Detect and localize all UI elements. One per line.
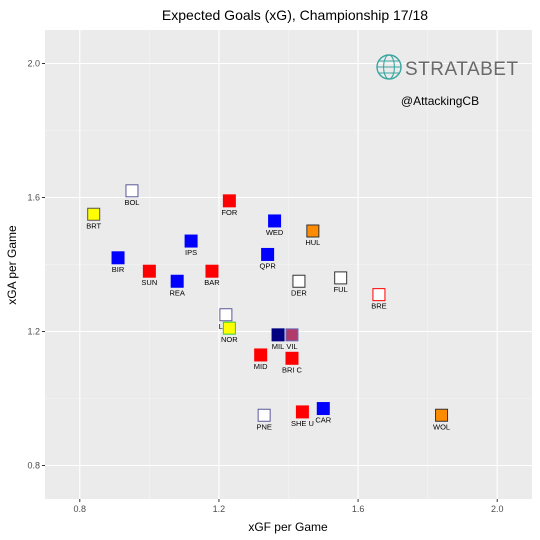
point-qpr bbox=[261, 247, 275, 261]
point-label-nor: NOR bbox=[221, 335, 238, 344]
point-rea bbox=[170, 274, 184, 288]
point-hul bbox=[306, 224, 320, 238]
point-label-bri-c: BRI C bbox=[282, 365, 303, 374]
grid-lines bbox=[45, 30, 532, 499]
x-tick-label-3: 2.0 bbox=[491, 504, 504, 514]
point-for bbox=[222, 194, 236, 208]
y-axis-title: xGA per Game bbox=[5, 225, 19, 305]
brand-logo: STRATABET bbox=[376, 54, 519, 80]
y-tick-label-3: 2.0 bbox=[27, 59, 40, 69]
point-label-der: DER bbox=[291, 288, 307, 297]
point-wed bbox=[268, 214, 282, 228]
point-ips bbox=[184, 234, 198, 248]
point-label-qpr: QPR bbox=[259, 261, 276, 270]
point-wol bbox=[435, 408, 449, 422]
point-mil bbox=[271, 328, 285, 342]
point-ful bbox=[334, 271, 348, 285]
point-label-pne: PNE bbox=[256, 422, 271, 431]
point-label-bar: BAR bbox=[204, 278, 220, 287]
point-label-she-u: SHE U bbox=[291, 419, 314, 428]
point-label-sun: SUN bbox=[141, 278, 157, 287]
point-vil bbox=[285, 328, 299, 342]
y-tick-label-1: 1.2 bbox=[27, 327, 40, 337]
point-label-vil: VIL bbox=[286, 342, 297, 351]
point-label-brt: BRT bbox=[86, 221, 101, 230]
point-label-rea: REA bbox=[169, 288, 184, 297]
point-bar bbox=[205, 264, 219, 278]
chart-title: Expected Goals (xG), Championship 17/18 bbox=[162, 7, 428, 23]
point-label-mid: MID bbox=[254, 362, 268, 371]
x-tick-label-0: 0.8 bbox=[74, 504, 87, 514]
point-label-for: FOR bbox=[221, 208, 237, 217]
x-axis-title: xGF per Game bbox=[248, 520, 328, 534]
point-label-hul: HUL bbox=[305, 238, 320, 247]
y-tick-label-0: 0.8 bbox=[27, 461, 40, 471]
point-label-ful: FUL bbox=[334, 285, 348, 294]
point-label-car: CAR bbox=[315, 416, 331, 425]
point-der bbox=[292, 274, 306, 288]
credit-handle: @AttackingCB bbox=[401, 94, 479, 108]
x-tick-label-2: 1.6 bbox=[352, 504, 365, 514]
point-label-wed: WED bbox=[266, 228, 284, 237]
point-label-bre: BRE bbox=[371, 302, 386, 311]
x-axis-ticks: 0.8 1.2 1.6 2.0 bbox=[74, 499, 504, 514]
y-axis-ticks: 0.8 1.2 1.6 2.0 bbox=[27, 59, 45, 471]
point-sun bbox=[142, 264, 156, 278]
globe-icon bbox=[376, 54, 402, 80]
point-mid bbox=[254, 348, 268, 362]
point-label-wol: WOL bbox=[433, 422, 450, 431]
brand-name: STRATABET bbox=[405, 59, 519, 80]
point-pne bbox=[257, 408, 271, 422]
point-she-u bbox=[295, 405, 309, 419]
y-tick-label-2: 1.6 bbox=[27, 193, 40, 203]
data-points: BRT BOL FOR WED HUL IPS BIR QPR SUN BAR REA DER FUL B… bbox=[86, 184, 450, 431]
x-tick-label-1: 1.2 bbox=[213, 504, 226, 514]
point-brt bbox=[87, 207, 101, 221]
point-label-bir: BIR bbox=[112, 265, 125, 274]
point-lee bbox=[219, 308, 233, 322]
point-car bbox=[316, 402, 330, 416]
point-bir bbox=[111, 251, 125, 265]
point-bre bbox=[372, 288, 386, 302]
point-bol bbox=[125, 184, 139, 198]
point-nor bbox=[222, 321, 236, 335]
point-label-bol: BOL bbox=[124, 198, 139, 207]
point-label-ips: IPS bbox=[185, 248, 197, 257]
point-label-mil: MIL bbox=[272, 342, 285, 351]
point-bri-c bbox=[285, 351, 299, 365]
